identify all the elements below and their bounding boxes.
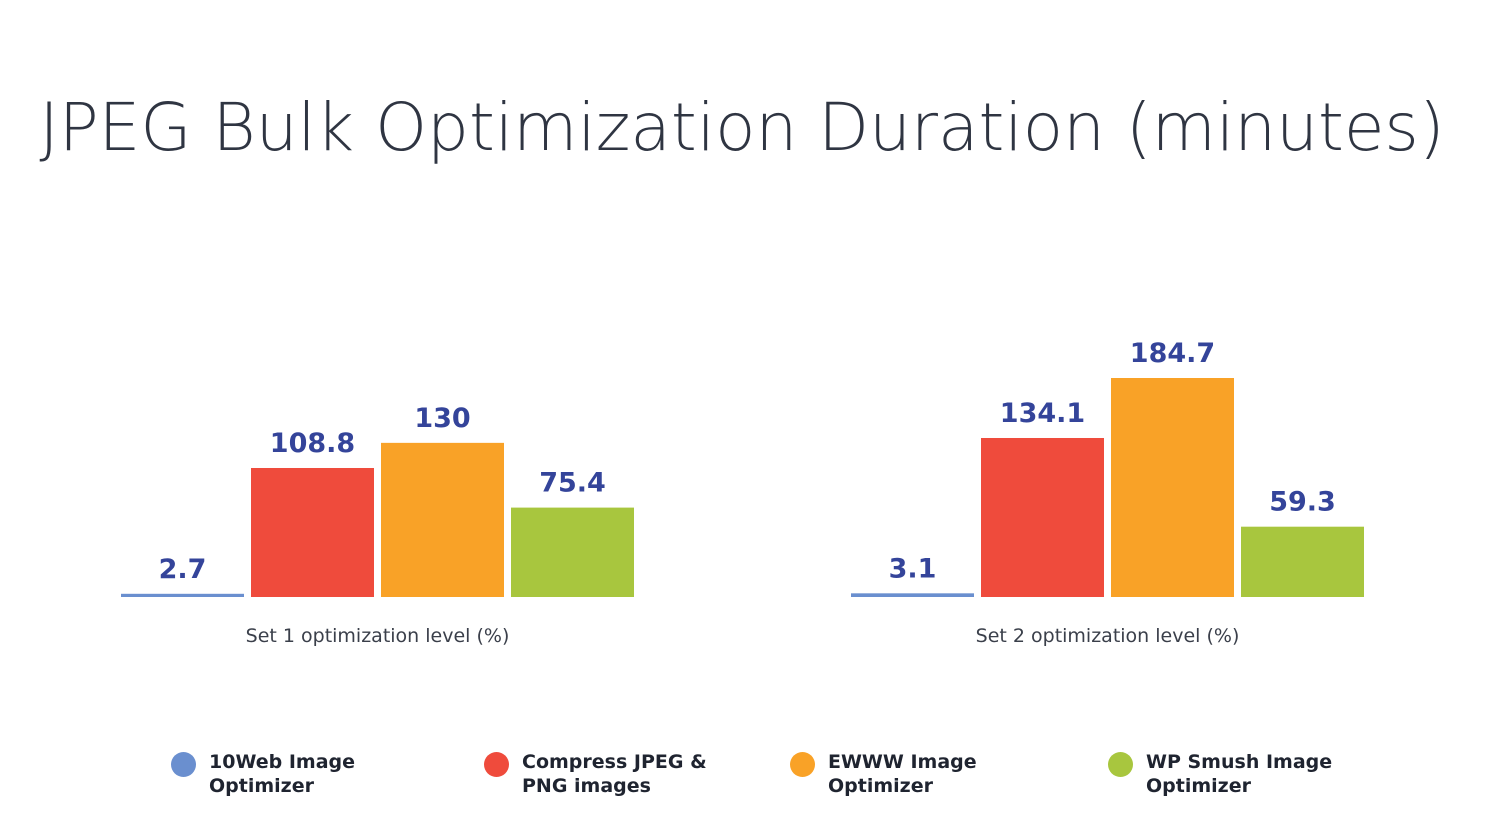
legend-item-series2: Compress JPEG & PNG images <box>484 750 754 798</box>
value-label-set1-series3: 130 <box>414 403 470 434</box>
value-label-set2-series3: 184.7 <box>1130 338 1215 369</box>
value-label-set2-series1: 3.1 <box>889 553 937 584</box>
legend-swatch-series2 <box>484 752 509 777</box>
bar-set2-series1 <box>851 593 974 597</box>
chart-legend: 10Web Image Optimizer Compress JPEG & PNG… <box>0 750 1485 820</box>
bar-set2-series3 <box>1111 378 1234 597</box>
bar-set1-series4 <box>511 507 634 597</box>
bar-chart: JPEG Bulk Optimization Duration (minutes… <box>39 89 1444 647</box>
bar-set1-series3 <box>381 442 504 597</box>
legend-item-series1: 10Web Image Optimizer <box>171 750 441 798</box>
value-label-set1-series1: 2.7 <box>159 554 207 585</box>
value-label-set1-series4: 75.4 <box>539 468 606 499</box>
category-label-set1: Set 1 optimization level (%) <box>246 625 510 647</box>
chart-title: JPEG Bulk Optimization Duration (minutes… <box>39 89 1444 166</box>
legend-label-series2: Compress JPEG & PNG images <box>522 751 707 797</box>
value-label-set2-series4: 59.3 <box>1269 487 1336 518</box>
category-label-set2: Set 2 optimization level (%) <box>976 625 1240 647</box>
legend-label-series1: 10Web Image Optimizer <box>209 751 355 797</box>
bar-set1-series1 <box>121 593 244 597</box>
legend-item-series3: EWWW Image Optimizer <box>790 750 1070 798</box>
value-label-set2-series2: 134.1 <box>1000 398 1085 429</box>
legend-label-series3: EWWW Image Optimizer <box>828 751 977 797</box>
legend-swatch-series3 <box>790 752 815 777</box>
legend-swatch-series1 <box>171 752 196 777</box>
bar-set1-series2 <box>251 467 374 597</box>
legend-swatch-series4 <box>1108 752 1133 777</box>
legend-item-series4: WP Smush Image Optimizer <box>1108 750 1348 798</box>
value-label-set1-series2: 108.8 <box>270 428 355 459</box>
bar-set2-series4 <box>1241 526 1364 597</box>
legend-label-series4: WP Smush Image Optimizer <box>1146 751 1333 797</box>
bar-set2-series2 <box>981 437 1104 597</box>
